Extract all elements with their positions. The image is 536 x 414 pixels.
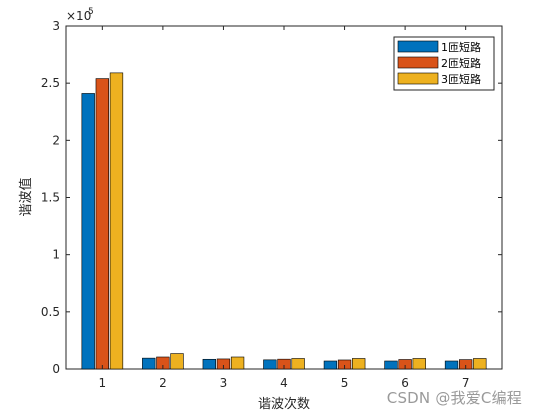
x-axis-ticks: 1 2 3 4 5 6 7 [99,26,470,390]
x-tick-label-1: 1 [99,376,107,390]
x-axis-label: 谐波次数 [258,396,310,412]
legend-label-2: 2匝短路 [441,56,481,70]
bar-3-cat-7 [473,358,487,370]
bar-3-cat-4 [291,358,305,370]
y-tick-label: 0 [52,362,60,376]
bar-1-cat-4 [263,359,277,370]
bar-3-cat-6 [412,358,426,370]
y-multiplier-exponent: 5 [88,7,94,17]
legend-label-3: 3匝短路 [441,72,481,86]
bar-1-cat-7 [444,360,459,370]
x-tick-label-3: 3 [220,376,228,390]
legend-label-1: 1匝短路 [441,40,481,54]
x-tick-label-7: 7 [462,376,470,390]
bar-3-cat-1 [109,72,124,370]
x-tick-label-2: 2 [159,376,167,390]
legend-swatch-2 [397,56,439,69]
watermark: CSDN @我爱C编程 [386,389,522,407]
legend-swatch-3 [397,72,439,85]
y-tick-label: 1 [52,248,60,262]
bar-3-cat-2 [170,353,184,370]
bars-group [81,72,487,370]
y-axis-multiplier: ×10 5 [66,7,94,23]
y-tick-label: 1.5 [41,191,60,205]
bar-2-cat-1 [95,78,110,370]
legend: 1匝短路 2匝短路 3匝短路 [393,36,495,91]
x-tick-label-6: 6 [401,376,409,390]
x-tick-label-5: 5 [341,376,349,390]
y-multiplier-base: ×10 [66,9,91,23]
bar-1-cat-6 [384,360,398,370]
bar-1-cat-5 [323,360,338,370]
y-axis-label: 谐波值 [18,177,34,216]
y-axis-ticks: 0 0.5 1 1.5 2 2.5 3 [41,19,502,376]
bar-1-cat-1 [81,93,95,370]
legend-swatch-1 [397,40,439,53]
y-tick-label: 2.5 [41,76,60,90]
bar-3-cat-3 [230,356,245,370]
y-tick-label: 2 [52,133,60,147]
bar-3-cat-5 [352,358,366,370]
y-tick-label: 3 [52,19,60,33]
bar-1-cat-3 [202,358,216,370]
x-tick-label-4: 4 [280,376,288,390]
y-tick-label: 0.5 [41,305,60,319]
bar-1-cat-2 [142,357,156,370]
